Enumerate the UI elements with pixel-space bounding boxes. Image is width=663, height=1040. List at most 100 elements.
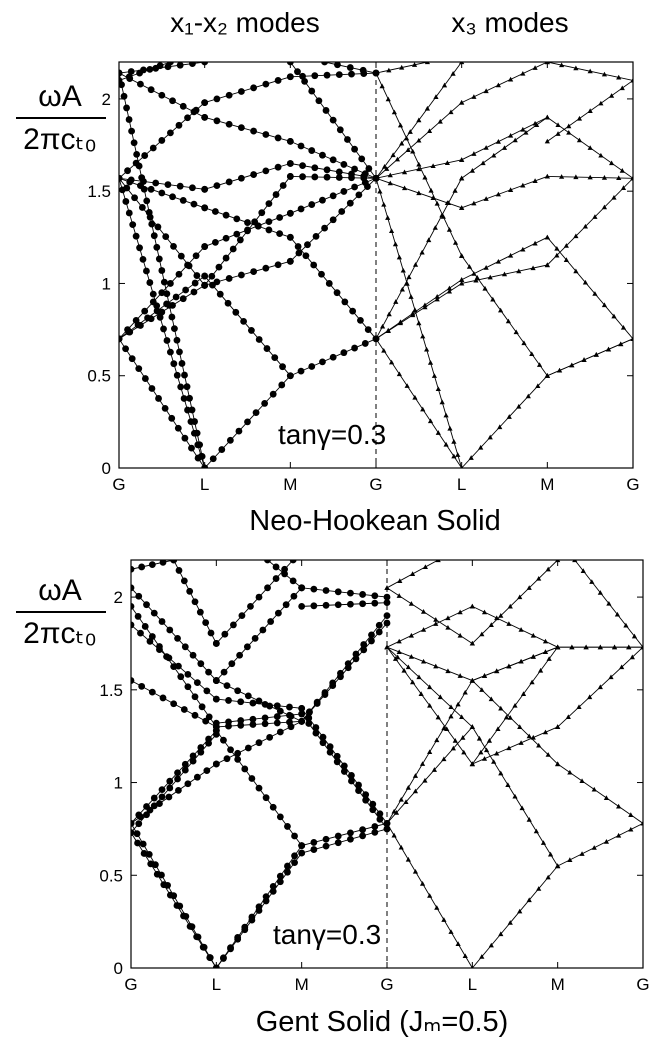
data-point-circle	[205, 668, 212, 676]
data-point-triangle	[434, 905, 440, 910]
data-point-triangle	[507, 920, 513, 925]
data-point-triangle	[459, 62, 465, 65]
data-point-triangle	[517, 724, 523, 729]
data-point-triangle	[410, 571, 416, 576]
data-point-triangle	[448, 929, 454, 934]
data-point-triangle	[559, 62, 565, 68]
data-point-triangle	[434, 200, 440, 206]
data-point-circle	[166, 626, 174, 634]
data-point-circle	[196, 608, 204, 616]
data-point-triangle	[490, 296, 496, 302]
data-point-triangle	[505, 318, 511, 324]
data-point-circle	[209, 455, 217, 463]
data-point-triangle	[555, 761, 561, 767]
header-x3-modes: x₃ modes	[451, 7, 568, 38]
data-point-triangle	[619, 168, 625, 173]
data-point-triangle	[422, 174, 428, 180]
data-point-circle	[212, 677, 220, 684]
data-point-triangle	[487, 274, 493, 280]
data-point-circle	[240, 317, 248, 325]
data-point-triangle	[518, 627, 524, 632]
x-tick-label: M	[283, 475, 297, 494]
data-point-triangle	[381, 347, 387, 353]
data-point-circle	[340, 349, 348, 357]
data-point-triangle	[494, 750, 500, 756]
data-point-triangle	[446, 227, 453, 232]
data-point-circle	[319, 151, 326, 159]
data-point-circle	[355, 781, 362, 789]
data-point-triangle	[433, 617, 439, 622]
data-point-circle	[319, 196, 326, 204]
data-point-circle	[312, 232, 320, 240]
data-point-circle	[220, 736, 227, 744]
data-point-circle	[181, 371, 188, 379]
series-line	[472, 605, 558, 648]
data-point-circle	[158, 189, 166, 197]
data-point-triangle	[392, 241, 399, 247]
data-point-circle	[274, 77, 282, 84]
data-point-triangle	[538, 667, 544, 673]
data-point-triangle	[486, 738, 492, 743]
data-point-triangle	[384, 644, 390, 650]
data-point-circle	[179, 102, 187, 110]
data-point-circle	[274, 609, 282, 617]
data-point-circle	[163, 337, 171, 344]
data-point-circle	[132, 316, 140, 324]
data-point-circle	[189, 651, 197, 659]
data-point-circle	[162, 233, 170, 241]
data-point-triangle	[385, 215, 391, 220]
data-point-circle	[252, 409, 260, 417]
data-point-circle	[194, 441, 202, 449]
data-point-triangle	[526, 733, 532, 739]
x-tick-label: L	[468, 975, 477, 994]
data-point-circle	[205, 739, 212, 747]
data-point-triangle	[443, 412, 449, 418]
data-point-circle	[184, 114, 191, 122]
data-point-triangle	[495, 191, 501, 197]
data-point-circle	[133, 150, 141, 158]
data-point-circle	[334, 62, 341, 69]
data-point-triangle	[401, 169, 408, 175]
data-point-triangle	[517, 908, 523, 914]
data-point-circle	[131, 621, 135, 629]
data-point-triangle	[393, 299, 399, 304]
data-point-circle	[334, 832, 342, 840]
data-point-triangle	[518, 740, 524, 745]
data-point-circle	[213, 278, 221, 286]
data-point-circle	[346, 199, 354, 207]
data-point-triangle	[404, 281, 410, 286]
data-point-circle	[156, 800, 163, 807]
data-point-triangle	[597, 644, 603, 650]
data-point-circle	[137, 813, 144, 821]
data-point-triangle	[587, 108, 593, 113]
data-point-triangle	[517, 594, 523, 600]
data-point-circle	[322, 842, 330, 850]
data-point-circle	[255, 739, 263, 747]
data-point-circle	[131, 819, 135, 827]
series-line	[547, 338, 633, 377]
data-point-circle	[147, 860, 155, 868]
data-point-circle	[308, 201, 316, 208]
data-point-circle	[284, 823, 291, 830]
data-point-triangle	[455, 701, 461, 707]
data-point-triangle	[431, 373, 438, 378]
data-point-circle	[286, 703, 293, 711]
data-point-circle	[190, 429, 198, 437]
data-point-circle	[225, 178, 233, 186]
data-point-triangle	[459, 205, 465, 210]
data-point-triangle	[386, 67, 392, 73]
data-point-circle	[206, 954, 214, 961]
y-tick-label: 1	[102, 274, 111, 293]
data-point-triangle	[466, 264, 473, 269]
data-point-circle	[169, 97, 176, 105]
data-point-triangle	[441, 82, 448, 88]
data-point-triangle	[411, 62, 418, 67]
data-point-circle	[135, 820, 143, 828]
data-point-triangle	[506, 414, 512, 419]
data-point-triangle	[476, 735, 483, 741]
data-point-triangle	[459, 280, 465, 286]
ylabel-denominator: 2πcₜ₀	[23, 123, 97, 156]
data-point-circle	[286, 372, 294, 380]
data-point-triangle	[563, 243, 569, 248]
data-point-triangle	[623, 622, 629, 628]
